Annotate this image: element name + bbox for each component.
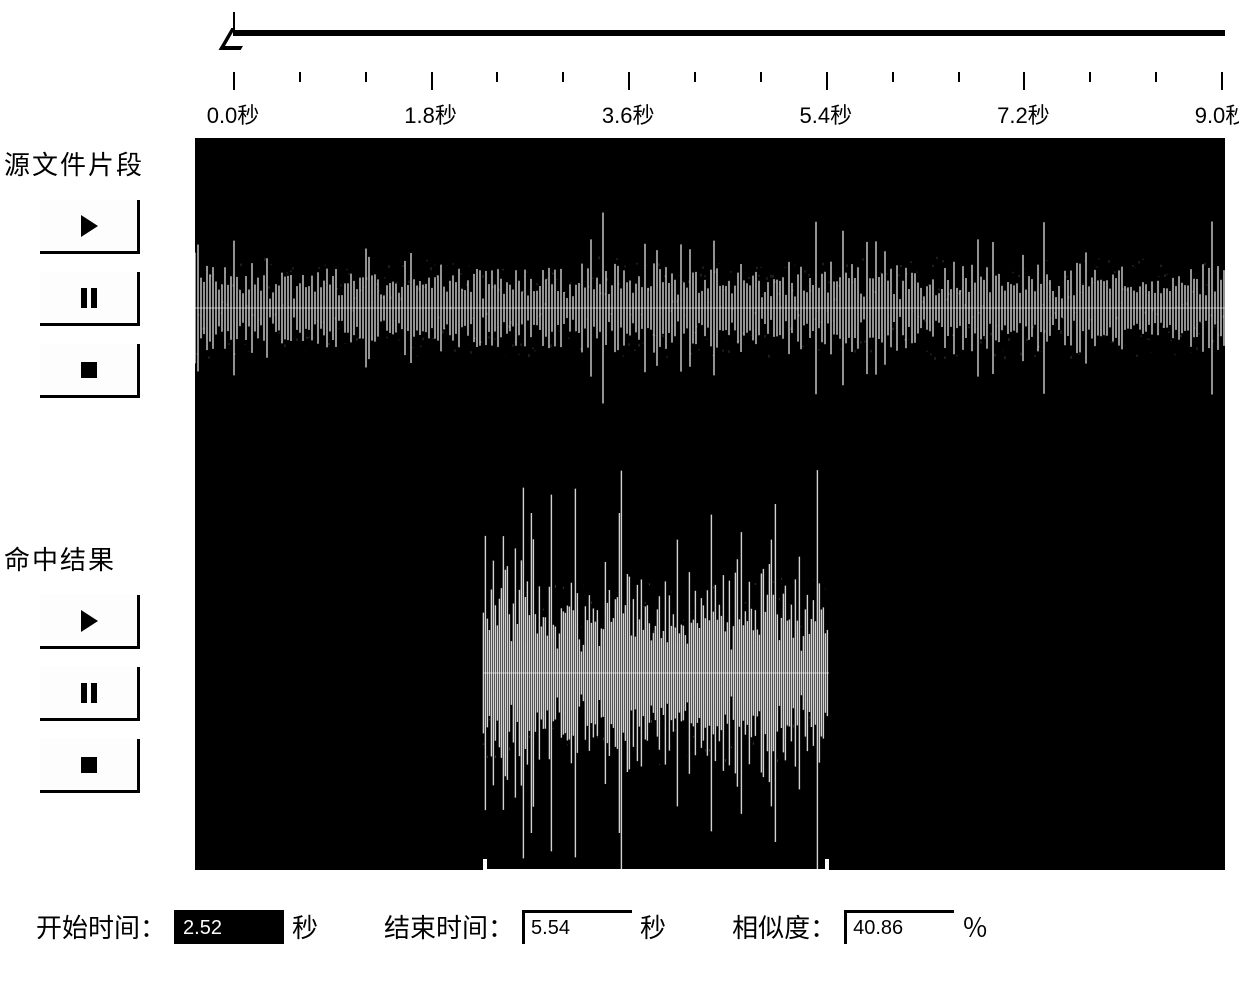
timeline-tick-label: 9.0秒	[1195, 98, 1239, 130]
source-stop-button[interactable]	[40, 344, 140, 398]
source-pause-button[interactable]	[40, 272, 140, 326]
hit-pause-button[interactable]	[40, 667, 140, 721]
play-icon	[78, 608, 100, 634]
hit-play-button[interactable]	[40, 595, 140, 649]
timeline-baseline	[233, 30, 1225, 36]
timeline-tick-label: 0.0秒	[207, 98, 260, 130]
hit-stop-button[interactable]	[40, 739, 140, 793]
timeline-tick-label: 3.6秒	[602, 98, 655, 130]
hit-section-title: 命中结果	[0, 540, 195, 577]
start-time-value[interactable]: 2.52	[174, 910, 284, 944]
source-play-button[interactable]	[40, 200, 140, 254]
hit-controls-panel: 命中结果	[0, 540, 195, 811]
timeline-tick-label: 7.2秒	[997, 98, 1050, 130]
similarity-label: 相似度：	[732, 908, 836, 945]
play-icon	[78, 213, 100, 239]
similarity-value[interactable]: 40.86	[844, 910, 954, 944]
seconds-unit: 秒	[640, 908, 666, 945]
source-controls-panel: 源文件片段	[0, 145, 195, 416]
stop-icon	[78, 359, 100, 381]
spectrogram-waveforms	[195, 138, 1225, 870]
seconds-unit: 秒	[292, 908, 318, 945]
percent-unit: ％	[962, 908, 988, 945]
timeline-ruler: 0.0秒1.8秒3.6秒5.4秒7.2秒9.0秒	[195, 12, 1225, 132]
start-time-label: 开始时间：	[36, 908, 166, 945]
timeline-start-handle[interactable]	[233, 12, 235, 30]
hit-range-bracket	[483, 859, 829, 870]
end-time-value[interactable]: 5.54	[522, 910, 632, 944]
spectrogram-panel	[195, 138, 1225, 870]
timeline-tick-label: 5.4秒	[800, 98, 853, 130]
results-bar: 开始时间： 2.52 秒 结束时间： 5.54 秒 相似度： 40.86 ％	[36, 908, 1216, 945]
pause-icon	[78, 681, 100, 705]
source-section-title: 源文件片段	[0, 145, 195, 182]
end-time-label: 结束时间：	[384, 908, 514, 945]
stop-icon	[78, 754, 100, 776]
pause-icon	[78, 286, 100, 310]
timeline-tick-label: 1.8秒	[404, 98, 457, 130]
